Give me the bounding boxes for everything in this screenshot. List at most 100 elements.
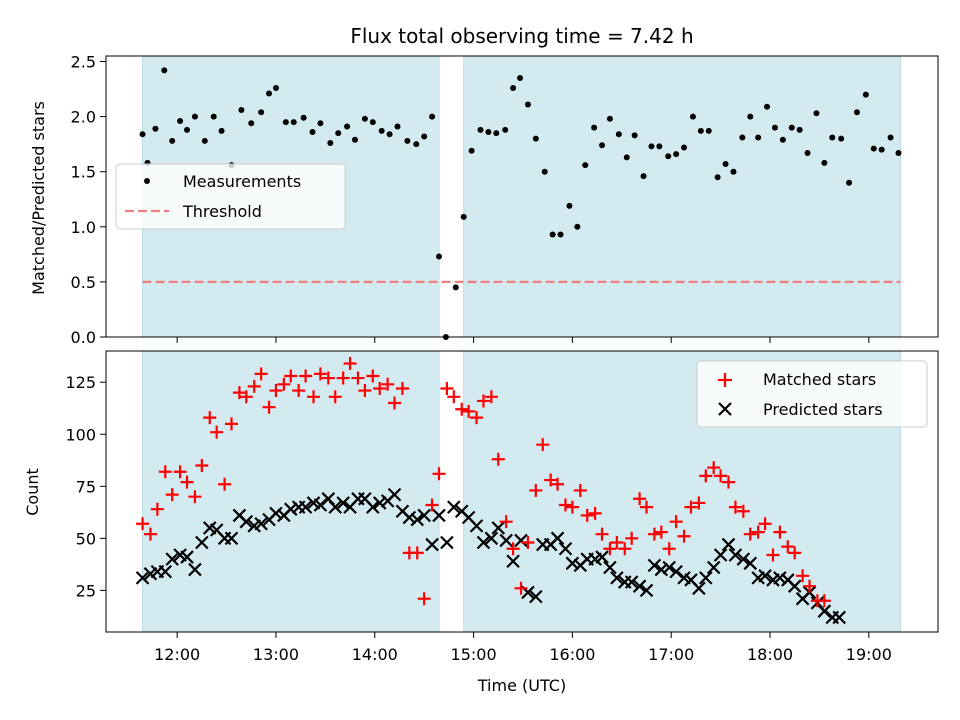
- matched-point: [788, 546, 802, 560]
- predicted-point: [565, 556, 580, 571]
- measurement-point: [804, 149, 811, 156]
- matched-point: [647, 527, 661, 541]
- count-panel: 25 50 75 100 125 12:00 13:00 14:00 15:00 16:00 17…: [23, 350, 939, 695]
- matched-point: [299, 369, 313, 383]
- matched-point: [158, 465, 172, 479]
- measurement-point: [361, 115, 368, 122]
- predicted-point: [721, 537, 736, 552]
- matched-point: [743, 527, 757, 541]
- predicted-point: [639, 583, 654, 598]
- predicted-point: [165, 552, 179, 566]
- matched-point: [455, 402, 469, 416]
- x-tick-label: 18:00: [747, 645, 793, 664]
- matched-point: [640, 500, 654, 514]
- measurement-point: [386, 131, 393, 138]
- measurement-point: [404, 137, 411, 144]
- bottom-x-ticks: 12:00 13:00 14:00 15:00 16:00 17:00 18:00 19:00: [154, 632, 892, 664]
- measurement-point: [272, 84, 279, 91]
- predicted-point: [669, 564, 683, 579]
- measurement-point: [421, 133, 428, 140]
- predicted-point: [736, 552, 751, 566]
- measurement-point: [730, 168, 737, 175]
- matched-point: [165, 488, 179, 502]
- measurement-point: [631, 132, 638, 139]
- matched-point: [610, 535, 624, 549]
- matched-point: [410, 546, 424, 560]
- matched-point: [224, 417, 238, 431]
- matched-point: [462, 404, 476, 418]
- predicted-point: [328, 500, 343, 514]
- predicted-point: [743, 556, 758, 571]
- bottom-y-axis-label: Count: [23, 468, 42, 516]
- predicted-point: [595, 550, 609, 564]
- measurement-point: [282, 119, 289, 126]
- predicted-point: [313, 498, 328, 512]
- matched-point: [321, 371, 335, 385]
- matched-point: [817, 594, 831, 608]
- matched-point: [618, 542, 632, 556]
- matched-point: [773, 525, 787, 539]
- matched-point: [173, 465, 187, 479]
- matched-point: [351, 371, 365, 385]
- top-y-tick-label: 1.0: [71, 218, 96, 237]
- matched-point: [781, 540, 795, 554]
- matched-point: [662, 542, 676, 556]
- measurement-point: [764, 103, 771, 110]
- x-tick-label: 16:00: [549, 645, 595, 664]
- measurement-point: [248, 120, 255, 127]
- matched-point: [476, 394, 490, 408]
- predicted-point: [469, 519, 484, 533]
- predicted-point: [529, 589, 543, 604]
- matched-point: [417, 592, 431, 606]
- measurement-point: [218, 127, 225, 134]
- measurement-point: [452, 284, 459, 291]
- matched-point: [521, 535, 535, 549]
- bottom-y-tick-label: 25: [76, 581, 96, 600]
- predicted-point: [372, 496, 387, 510]
- measurement-point: [574, 223, 581, 230]
- measurement-point: [796, 126, 803, 133]
- measurement-point: [838, 135, 845, 142]
- matched-point: [677, 529, 691, 543]
- predicted-point: [603, 560, 617, 575]
- measurement-point: [524, 101, 531, 108]
- measurement-point: [139, 131, 146, 138]
- measurement-point: [779, 136, 786, 143]
- predicted-point: [336, 496, 350, 510]
- bottom-y-tick-label: 100: [65, 425, 96, 444]
- predicted-point: [298, 500, 313, 514]
- predicted-point: [610, 571, 624, 585]
- measurement-point: [191, 113, 198, 120]
- matched-point: [625, 531, 639, 545]
- measurement-point: [755, 134, 762, 141]
- matched-point: [633, 492, 647, 506]
- measurement-point: [184, 126, 191, 133]
- measurement-point: [485, 129, 492, 136]
- bottom-y-tick-label: 50: [76, 529, 96, 548]
- top-axes-frame: [105, 55, 939, 338]
- matched-point: [381, 377, 395, 391]
- measurement-point: [582, 162, 589, 169]
- predicted-point: [447, 500, 461, 514]
- x-tick-label: 14:00: [352, 645, 398, 664]
- matched-point: [484, 390, 498, 404]
- predicted-point: [180, 550, 194, 564]
- matched-point: [232, 386, 246, 400]
- measurement-point: [517, 75, 524, 82]
- matched-point: [210, 425, 224, 439]
- matched-point: [269, 384, 283, 398]
- matched-point: [684, 500, 698, 514]
- matched-point: [722, 475, 736, 489]
- predicted-point: [506, 554, 520, 569]
- measurement-point: [557, 231, 564, 238]
- matched-point: [544, 473, 558, 487]
- predicted-point: [476, 535, 491, 550]
- predicted-point: [773, 571, 787, 585]
- measurement-point: [152, 125, 159, 132]
- matched-point: [136, 517, 150, 531]
- matched-point: [796, 569, 810, 583]
- x-tick-label: 13:00: [253, 645, 299, 664]
- measurement-point: [846, 179, 853, 186]
- matched-point: [254, 367, 268, 381]
